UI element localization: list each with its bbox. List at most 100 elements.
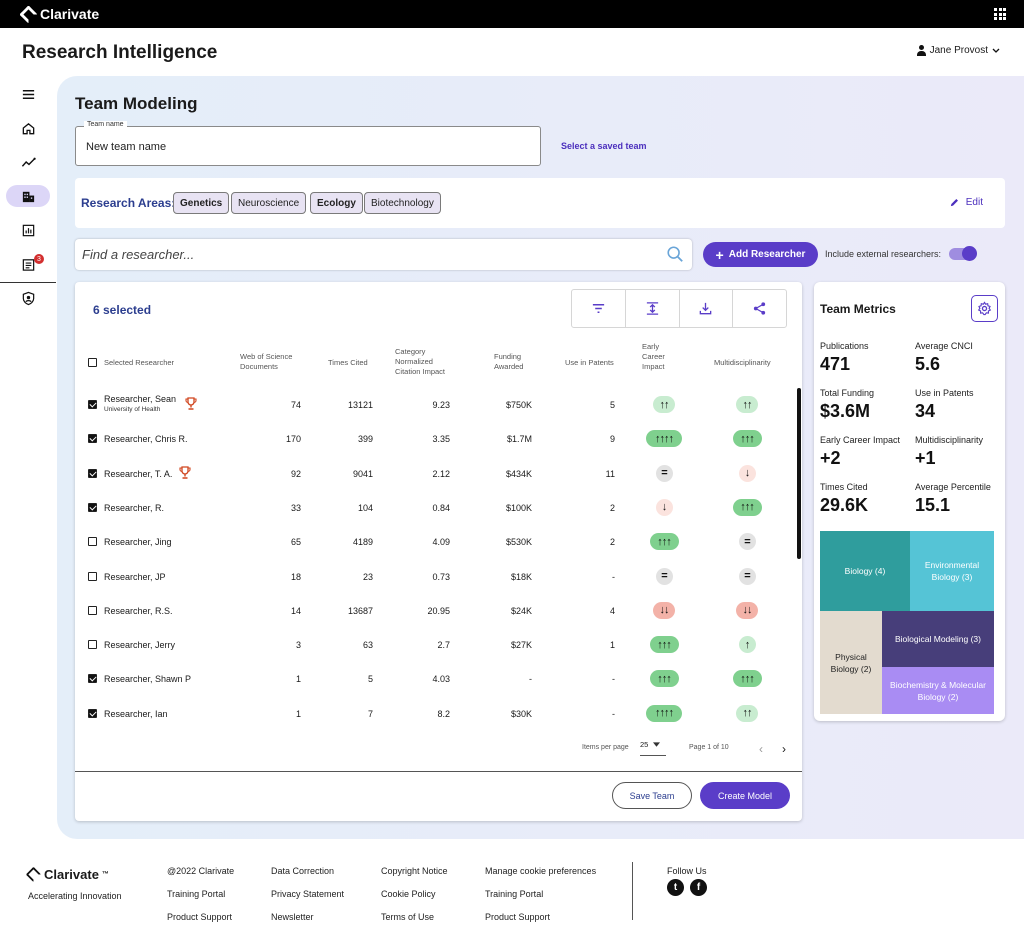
researcher-name[interactable]: Researcher, R.S. xyxy=(104,605,173,616)
report-chart-icon[interactable] xyxy=(6,219,50,241)
clarivate-logo[interactable]: Clarivate xyxy=(19,4,99,24)
twitter-icon[interactable]: t xyxy=(667,879,684,896)
metrics-settings-button[interactable] xyxy=(971,295,998,322)
row-checkbox[interactable] xyxy=(88,502,97,512)
multidisciplinarity-indicator: ↑↑↑ xyxy=(732,498,762,516)
researcher-name[interactable]: Researcher, JP xyxy=(104,571,166,582)
researcher-name[interactable]: Researcher, Chris R. xyxy=(104,434,188,445)
table-row[interactable]: Researcher, Chris R. 170 399 3.35 $1.7M 9 ↑↑↑↑… xyxy=(75,422,802,456)
table-row[interactable]: Researcher, Sean University of Health 74 13… xyxy=(75,388,802,422)
menu-icon[interactable] xyxy=(6,83,50,105)
row-checkbox[interactable] xyxy=(88,537,97,547)
footer-link[interactable]: Privacy Statement xyxy=(271,889,345,899)
treemap-cell[interactable]: Biological Modeling (3) xyxy=(882,611,994,667)
shield-icon[interactable] xyxy=(6,287,50,309)
team-name-field[interactable]: Team name New team name xyxy=(75,121,541,166)
footer-link[interactable]: Data Correction xyxy=(271,866,335,876)
previous-page-icon[interactable]: ‹ xyxy=(759,742,763,756)
search-input[interactable]: Find a researcher... xyxy=(82,247,195,262)
researcher-name[interactable]: Researcher, Ian xyxy=(104,708,168,719)
footer-link[interactable]: Training Portal xyxy=(485,889,544,899)
researcher-name[interactable]: Researcher, Jerry xyxy=(104,640,176,651)
apps-grid-icon[interactable] xyxy=(994,8,1006,20)
footer-link[interactable]: Copyright Notice xyxy=(381,866,448,876)
row-height-button[interactable] xyxy=(626,290,680,327)
search-icon[interactable] xyxy=(666,245,684,263)
external-researchers-label: Include external researchers: xyxy=(825,249,942,259)
funding-awarded: $24K xyxy=(510,605,532,616)
multidisciplinarity-indicator: ↑↑ xyxy=(736,396,758,413)
organization-icon[interactable] xyxy=(6,185,50,207)
row-checkbox[interactable] xyxy=(88,708,97,718)
footer-link[interactable]: Manage cookie preferences xyxy=(485,866,597,876)
next-page-icon[interactable]: › xyxy=(782,742,786,756)
row-checkbox[interactable] xyxy=(88,400,97,409)
researcher-search[interactable]: Find a researcher... xyxy=(75,239,692,270)
cnci: 8.2 xyxy=(437,708,450,719)
area-chip[interactable]: Neuroscience xyxy=(231,192,307,214)
researcher-name[interactable]: Researcher, R. xyxy=(104,502,165,513)
team-name-value: New team name xyxy=(86,141,167,153)
area-chip[interactable]: Biotechnology xyxy=(364,192,441,214)
table-row[interactable]: Researcher, T. A. 92 9041 2.12 $434K 11 = ↓ xyxy=(75,457,802,491)
add-researcher-button[interactable]: + Add Researcher xyxy=(703,242,818,267)
row-checkbox[interactable] xyxy=(88,434,97,444)
treemap-cell[interactable]: Biology (4) xyxy=(820,531,910,611)
filter-button[interactable] xyxy=(572,290,626,327)
researcher-name[interactable]: Researcher, Sean xyxy=(104,394,177,404)
footer-link[interactable]: Newsletter xyxy=(271,912,314,922)
footer-link[interactable]: Cookie Policy xyxy=(381,889,436,899)
user-menu[interactable]: Jane Provost xyxy=(916,45,1000,56)
header-cnci: Category Normalized Citation Impact xyxy=(395,347,446,376)
table-row[interactable]: Researcher, JP 18 23 0.73 $18K - = = xyxy=(75,560,802,594)
external-researchers-toggle[interactable] xyxy=(949,246,977,261)
area-chip[interactable]: Ecology xyxy=(310,192,363,214)
footer-link[interactable]: @2022 Clarivate xyxy=(167,866,235,876)
select-all-checkbox[interactable] xyxy=(88,358,97,367)
metric-label: Early Career Impact xyxy=(820,435,901,445)
metric-value: 471 xyxy=(820,354,851,374)
treemap-cell[interactable]: Physical Biology (2) xyxy=(820,611,882,714)
create-model-button[interactable]: Create Model xyxy=(700,782,790,809)
treemap-cell[interactable]: Environmental Biology (3) xyxy=(910,531,994,611)
early-career-indicator: ↑↑↑↑ xyxy=(646,704,682,722)
row-checkbox[interactable] xyxy=(88,674,97,684)
table-row[interactable]: Researcher, Ian 1 7 8.2 $30K - ↑↑↑↑ ↑↑ xyxy=(75,697,802,731)
footer-link[interactable]: Terms of Use xyxy=(381,912,435,922)
footer-link[interactable]: Training Portal xyxy=(167,889,226,899)
items-per-page-select[interactable]: 25 xyxy=(640,740,666,756)
researcher-name[interactable]: Researcher, Jing xyxy=(104,537,172,548)
edit-areas-button[interactable]: Edit xyxy=(949,197,983,208)
row-checkbox[interactable] xyxy=(88,640,97,650)
footer-link[interactable]: Product Support xyxy=(485,912,551,922)
footer-link[interactable]: Product Support xyxy=(167,912,233,922)
facebook-icon[interactable]: f xyxy=(690,879,707,896)
table-row[interactable]: Researcher, Shawn P 1 5 4.03 - - ↑↑↑ ↑↑↑ xyxy=(75,662,802,696)
table-row[interactable]: Researcher, R. 33 104 0.84 $100K 2 ↓ ↑↑↑ xyxy=(75,491,802,525)
row-checkbox[interactable] xyxy=(88,468,97,478)
researcher-name[interactable]: Researcher, T. A. xyxy=(104,468,173,479)
researcher-name[interactable]: Researcher, Shawn P xyxy=(104,674,192,685)
table-scrollbar[interactable] xyxy=(797,388,801,559)
row-checkbox[interactable] xyxy=(88,605,97,615)
row-checkbox[interactable] xyxy=(88,571,97,581)
select-saved-team-link[interactable]: Select a saved team xyxy=(561,141,647,151)
trademark-symbol: ™ xyxy=(101,871,109,878)
footer-logo: Clarivate ™ xyxy=(25,866,109,883)
save-team-button[interactable]: Save Team xyxy=(612,782,692,809)
table-row[interactable]: Researcher, R.S. 14 13687 20.95 $24K 4 ↓↓ ↓↓ xyxy=(75,594,802,628)
times-cited: 9041 xyxy=(352,468,373,479)
table-row[interactable]: Researcher, Jing 65 4189 4.09 $530K 2 ↑↑↑ = xyxy=(75,525,802,559)
treemap-cell[interactable]: Biochemistry & Molecular Biology (2) xyxy=(882,667,994,714)
share-button[interactable] xyxy=(733,290,786,327)
area-chip[interactable]: Genetics xyxy=(173,192,230,214)
items-per-page-value: 25 xyxy=(640,740,649,749)
treemap-label: Biological Modeling (3) xyxy=(895,634,981,644)
table-row[interactable]: Researcher, Jerry 3 63 2.7 $27K 1 ↑↑↑ ↑ xyxy=(75,628,802,662)
funding-awarded: $434K xyxy=(505,468,532,479)
home-icon[interactable] xyxy=(6,117,50,139)
notifications-icon[interactable]: 3 xyxy=(6,253,50,275)
use-in-patents: 1 xyxy=(609,640,615,651)
trends-icon[interactable] xyxy=(6,151,50,173)
download-button[interactable] xyxy=(680,290,734,327)
